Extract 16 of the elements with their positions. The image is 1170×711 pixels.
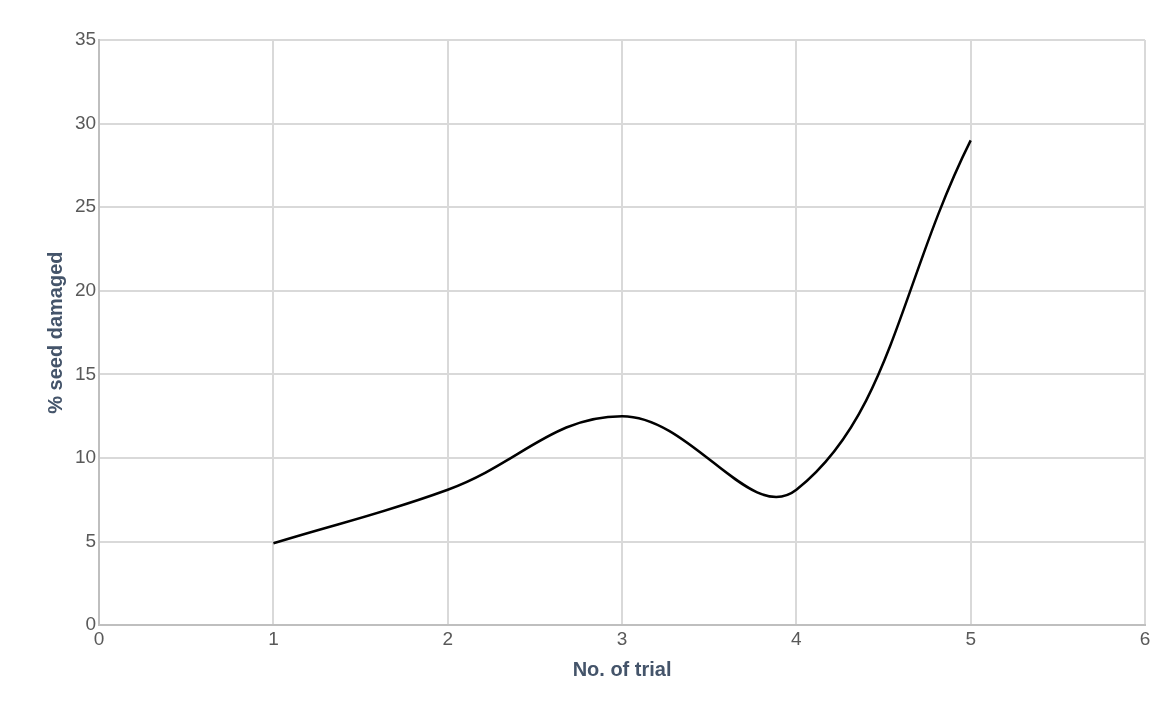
- y-axis-title: % seed damaged: [43, 251, 66, 414]
- x-tick-label: 4: [791, 627, 803, 649]
- x-tick-label: 2: [442, 627, 454, 649]
- x-tick-label: 3: [616, 627, 628, 649]
- y-tick-label: 10: [74, 446, 97, 468]
- y-tick-label: 5: [85, 529, 97, 551]
- line-series: [272, 139, 972, 545]
- y-tick-label: 35: [74, 28, 97, 50]
- y-tick-label: 15: [74, 362, 97, 384]
- x-axis-title: No. of trial: [572, 657, 672, 680]
- y-tick-label: 20: [74, 279, 97, 301]
- y-tick-label: 25: [74, 195, 97, 217]
- x-tick-label: 1: [268, 627, 279, 649]
- x-tick-label: 5: [965, 627, 976, 649]
- y-tick-label: 30: [74, 111, 97, 133]
- x-tick-label: 6: [1139, 627, 1151, 649]
